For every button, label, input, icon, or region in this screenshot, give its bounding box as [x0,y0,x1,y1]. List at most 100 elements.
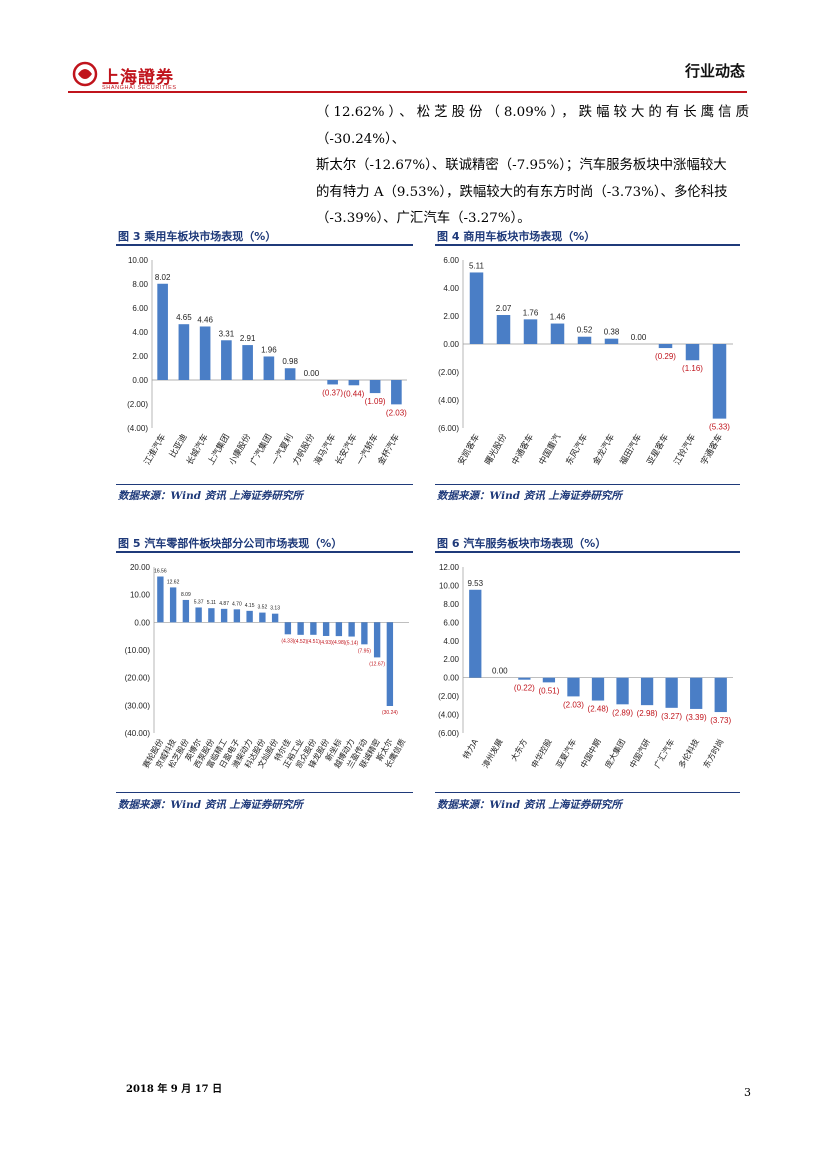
fig5-title: 图 5 汽车零部件板块部分公司市场表现（%） [118,537,343,550]
y-tick-label: 20.00 [130,563,151,572]
y-tick-label: 10.00 [439,581,460,590]
fig3-title: 图 3 乘用车板块市场表现（%） [118,230,277,243]
y-tick-label: 2.00 [443,655,459,664]
data-label: (5.33) [709,423,730,432]
bar [169,587,177,623]
data-label: (3.73) [710,716,731,725]
data-label: 4.87 [219,601,229,607]
y-tick-label: 4.00 [443,637,459,646]
fig5-svg: 20.00 10.00 0.00 (10.00) (20.00) (30.00) (40.0… [125,563,409,770]
data-label: 3.52 [258,605,268,611]
y-tick-label: 10.00 [128,256,149,265]
y-tick-label: 0.00 [134,618,150,627]
data-label: 4.15 [245,603,255,609]
data-label: 4.65 [176,313,192,322]
bar [220,608,228,623]
data-label: (30.24) [382,710,398,716]
data-label: 1.96 [261,345,277,354]
category-label: 金龙汽车 [591,432,618,467]
data-label: (12.67) [369,661,385,667]
category-label: 江淮汽车 [142,432,169,467]
footer-date: 2018 年 9 月 17 日 [126,1084,223,1095]
category-label: 安凯客车 [456,432,483,467]
bar [178,324,190,380]
bar [233,609,241,623]
category-label: 比亚迪 [167,432,190,460]
data-label: 16.56 [154,569,167,575]
bar [714,677,727,713]
y-tick-label: 2.00 [443,312,459,321]
bar [469,272,484,344]
bar [284,622,292,635]
fig4-svg: 6.00 4.00 2.00 0.00 (2.00) (4.00) (6.00) 5.11 安凯… [438,256,733,467]
bar [208,608,215,623]
bar [322,622,330,636]
y-tick-label: (20.00) [125,674,151,683]
data-label: (0.29) [655,352,676,361]
data-label: (3.27) [661,712,682,721]
fig3-chart: 10.00 8.00 6.00 4.00 2.00 0.00 (2.00) (4.00) 8.0… [116,246,413,482]
data-label: (2.89) [612,708,633,717]
bar [373,622,381,658]
fig6-top-rule [435,551,740,553]
bar [369,380,381,394]
y-tick-label: 4.00 [443,284,459,293]
y-tick-label: (30.00) [125,701,151,710]
y-tick-label: 8.00 [132,280,148,289]
bar [348,622,355,637]
bar [271,613,279,623]
fig3-bottom-rule [116,484,413,485]
y-tick-label: 2.00 [132,352,148,361]
bar [591,677,605,701]
data-label: (2.98) [637,709,658,718]
bar [496,315,511,344]
bar [263,356,275,380]
category-label: 东风汽车 [564,432,591,467]
bar [577,336,592,344]
data-label: 1.76 [523,308,539,317]
category-label: 福田汽车 [618,432,645,467]
y-tick-label: (6.00) [438,424,459,433]
category-label: 中通客车 [510,432,537,467]
bar [658,344,673,349]
bar [712,344,727,419]
y-tick-label: 6.00 [443,256,459,265]
bar [327,380,338,385]
data-label: (0.37) [322,388,343,397]
bar [246,610,253,623]
bar [690,677,703,709]
bar [386,622,394,706]
fig5-bottom-rule [116,792,413,793]
y-tick-label: 0.00 [443,340,459,349]
data-label: 1.46 [550,313,566,322]
fig6-bottom-rule [435,792,740,793]
category-label: 亚夏汽车 [554,737,579,770]
bar [616,677,629,705]
fig3-top-rule [116,244,413,246]
category-label: 曙光股份 [483,432,510,467]
data-label: 0.00 [492,667,508,676]
data-label: (5.14) [345,641,358,647]
bar [640,677,654,706]
bar [259,612,266,623]
data-label: 0.98 [282,357,298,366]
bar [391,380,402,405]
bar [542,677,556,683]
data-label: (0.51) [538,686,559,695]
bar [310,622,317,635]
y-tick-label: (2.00) [438,692,459,701]
data-label: 5.11 [207,600,217,606]
data-label: 3.13 [270,606,280,612]
category-label: 宇通客车 [699,432,726,467]
y-tick-label: (2.00) [127,400,148,409]
y-tick-label: 0.00 [443,674,459,683]
y-tick-label: 6.00 [443,618,459,627]
body-line: 的有特力 A（9.53%），跌幅较大的有东方时尚（-3.73%）、多伦科技 [316,184,728,200]
data-label: 2.91 [240,334,256,343]
bar [685,344,700,361]
y-tick-label: (4.00) [438,711,459,720]
data-label: 5.11 [469,261,485,270]
category-label: 亚星客车 [645,432,672,467]
data-label: 4.46 [197,315,213,324]
y-tick-label: (40.00) [125,729,151,738]
